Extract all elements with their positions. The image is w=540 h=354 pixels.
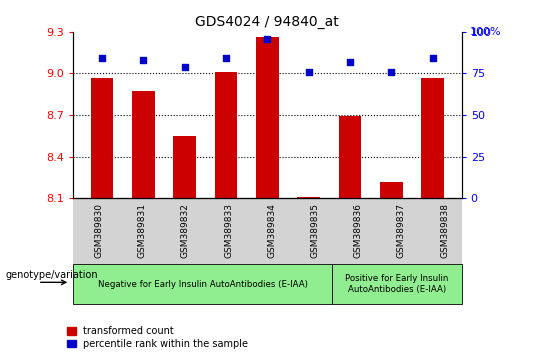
Text: GSM389836: GSM389836: [354, 204, 363, 258]
Bar: [380, 182, 403, 198]
Text: 100%: 100%: [470, 27, 502, 37]
Text: GSM389835: GSM389835: [310, 204, 320, 258]
Text: GSM389833: GSM389833: [224, 204, 233, 258]
Text: Positive for Early Insulin
AutoAntibodies (E-IAA): Positive for Early Insulin AutoAntibodie…: [345, 274, 449, 294]
Title: GDS4024 / 94840_at: GDS4024 / 94840_at: [195, 16, 339, 29]
Point: [180, 64, 189, 70]
Point: [428, 56, 437, 61]
Point: [139, 57, 147, 63]
Point: [221, 56, 230, 61]
Bar: [91, 78, 113, 198]
Point: [387, 69, 396, 75]
Text: GSM389838: GSM389838: [440, 204, 449, 258]
Text: GSM389830: GSM389830: [94, 204, 104, 258]
Bar: [339, 116, 361, 198]
Text: GSM389831: GSM389831: [138, 204, 147, 258]
Point: [98, 56, 106, 61]
Text: GSM389837: GSM389837: [397, 204, 406, 258]
Bar: [214, 72, 237, 198]
Bar: [132, 91, 154, 198]
Point: [263, 36, 272, 41]
Legend: transformed count, percentile rank within the sample: transformed count, percentile rank withi…: [67, 326, 248, 349]
Bar: [256, 38, 279, 198]
Point: [305, 69, 313, 75]
Bar: [421, 78, 444, 198]
Text: GSM389832: GSM389832: [181, 204, 190, 258]
Point: [346, 59, 354, 65]
Bar: [298, 197, 320, 198]
Bar: [173, 136, 196, 198]
Text: Negative for Early Insulin AutoAntibodies (E-IAA): Negative for Early Insulin AutoAntibodie…: [98, 280, 307, 289]
Text: genotype/variation: genotype/variation: [5, 270, 98, 280]
Text: GSM389834: GSM389834: [267, 204, 276, 258]
